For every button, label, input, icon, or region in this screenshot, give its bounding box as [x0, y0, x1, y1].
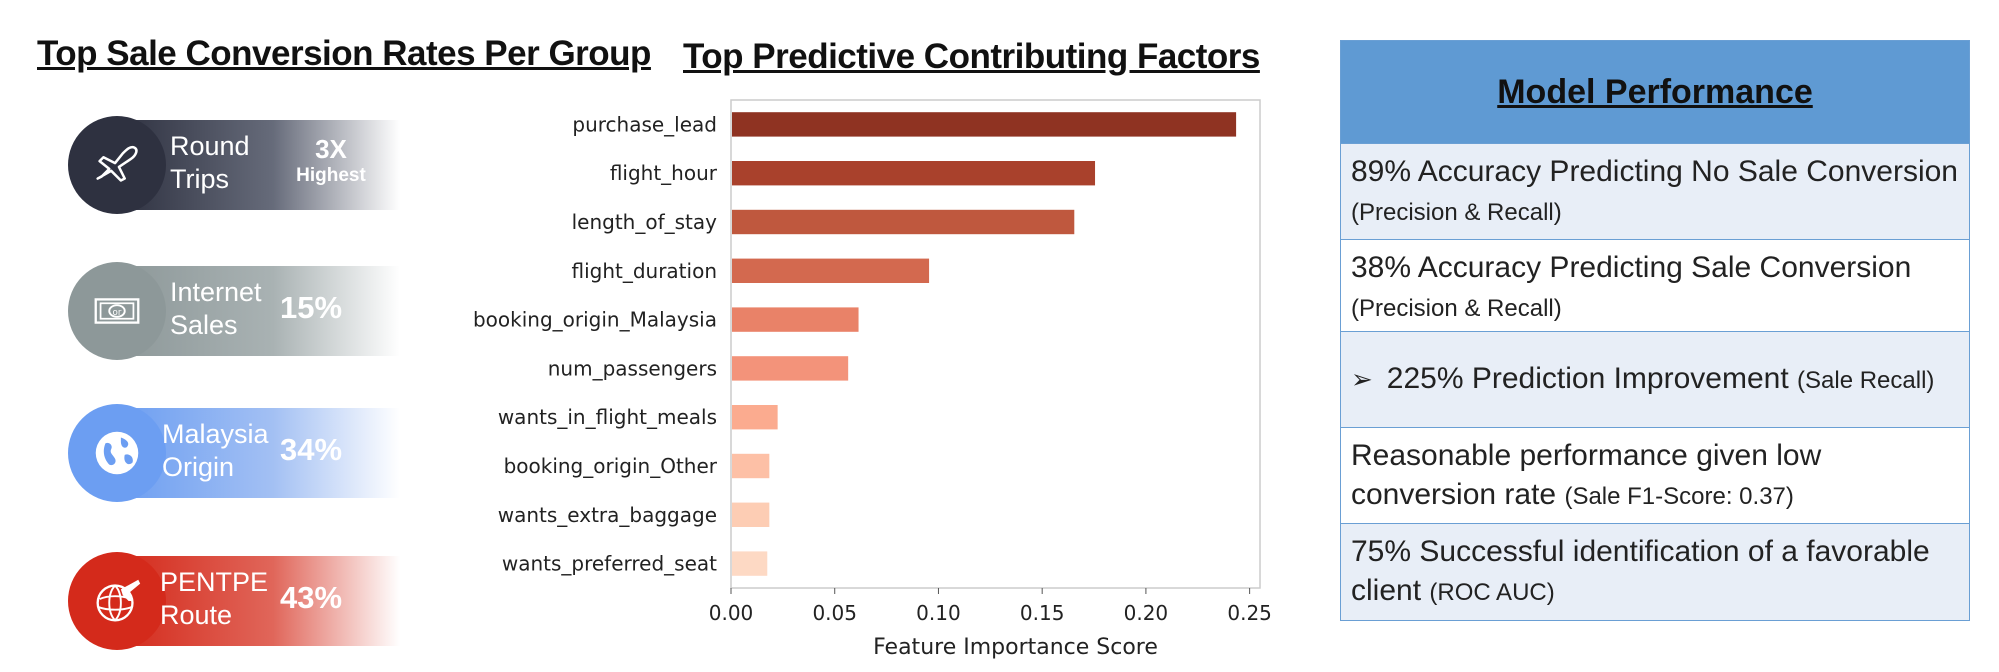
- x-tick-label: 0.20: [1124, 601, 1169, 625]
- bar: [732, 112, 1237, 137]
- y-tick-label: booking_origin_Malaysia: [473, 308, 717, 332]
- performance-row-note: (Precision & Recall): [1351, 199, 1562, 226]
- y-tick-label: num_passengers: [548, 356, 717, 380]
- bar: [732, 551, 768, 576]
- performance-row-main: 75% Successful identification of a favor…: [1351, 535, 1930, 607]
- performance-row-main: 225% Prediction Improvement: [1386, 362, 1789, 395]
- performance-row: ➢ 225% Prediction Improvement (Sale Reca…: [1341, 332, 1969, 428]
- group-stat: 3X Highest: [296, 134, 366, 186]
- performance-row-note: (Sale Recall): [1797, 367, 1935, 394]
- y-tick-label: flight_hour: [610, 161, 718, 185]
- chart-title: Top Predictive Contributing Factors: [683, 37, 1260, 76]
- y-tick-label: wants_preferred_seat: [502, 552, 717, 576]
- group-card-round-trips: Round Trips 3X Highest: [68, 116, 400, 214]
- y-tick-label: booking_origin_Other: [504, 454, 718, 478]
- group-stat: 15%: [280, 290, 343, 325]
- bar: [732, 307, 859, 332]
- model-performance-panel: Model Performance 89% Accuracy Predictin…: [1340, 40, 1970, 621]
- airplane-icon: [68, 116, 166, 214]
- performance-row-main: 38% Accuracy Predicting Sale Conversion: [1351, 251, 1912, 284]
- x-tick-label: 0.15: [1020, 601, 1065, 625]
- bar: [732, 258, 930, 283]
- svg-text:or: or: [113, 308, 122, 318]
- group-label: Round Trips: [170, 131, 250, 194]
- y-tick-label: wants_in_flight_meals: [498, 405, 717, 429]
- performance-row-main: 89% Accuracy Predicting No Sale Conversi…: [1351, 155, 1958, 188]
- performance-row: Reasonable performance given low convers…: [1341, 428, 1969, 524]
- group-card-malaysia-origin: Malaysia Origin 34%: [68, 404, 400, 502]
- bar: [732, 405, 778, 430]
- left-panel-title: Top Sale Conversion Rates Per Group: [37, 34, 651, 73]
- performance-title: Model Performance: [1497, 72, 1813, 111]
- group-label: PENTPE Route: [160, 567, 269, 630]
- performance-row: 89% Accuracy Predicting No Sale Conversi…: [1341, 144, 1969, 240]
- group-label: Internet Sales: [170, 277, 262, 340]
- performance-row-note: (Sale F1-Score: 0.37): [1564, 483, 1794, 510]
- x-tick-label: 0.10: [916, 601, 961, 625]
- x-tick-label: 0.05: [812, 601, 857, 625]
- performance-row-note: (Precision & Recall): [1351, 295, 1562, 322]
- globe-plane-icon: [68, 552, 166, 650]
- bar: [732, 356, 849, 381]
- group-stat: 43%: [280, 580, 343, 615]
- y-tick-label: flight_duration: [571, 259, 717, 283]
- y-tick-label: length_of_stay: [572, 210, 718, 234]
- money-icon: or: [68, 262, 166, 360]
- performance-row-main: Reasonable performance given low convers…: [1351, 439, 1822, 511]
- arrow-bullet-icon: ➢: [1351, 364, 1373, 394]
- bar: [732, 502, 770, 527]
- performance-row-note: (ROC AUC): [1429, 579, 1555, 606]
- y-tick-label: wants_extra_baggage: [498, 503, 717, 527]
- performance-header: Model Performance: [1341, 41, 1969, 144]
- bar: [732, 209, 1075, 235]
- x-tick-label: 0.25: [1227, 601, 1272, 625]
- performance-row: 38% Accuracy Predicting Sale Conversion …: [1341, 240, 1969, 332]
- performance-row: 75% Successful identification of a favor…: [1341, 524, 1969, 620]
- x-tick-label: 0.00: [709, 601, 754, 625]
- bar: [732, 453, 770, 479]
- group-card-internet-sales: or Internet Sales 15%: [68, 262, 400, 360]
- feature-importance-chart: purchase_lead flight_hour length_of_stayfl…: [473, 99, 1272, 660]
- y-tick-label: purchase_lead: [572, 112, 717, 136]
- group-card-pentpe-route: PENTPE Route 43%: [68, 552, 400, 650]
- x-axis-label: Feature Importance Score: [873, 635, 1158, 660]
- globe-icon: [68, 404, 166, 502]
- group-stat: 34%: [280, 432, 343, 467]
- bar: [732, 161, 1096, 186]
- group-label: Malaysia Origin: [162, 419, 269, 482]
